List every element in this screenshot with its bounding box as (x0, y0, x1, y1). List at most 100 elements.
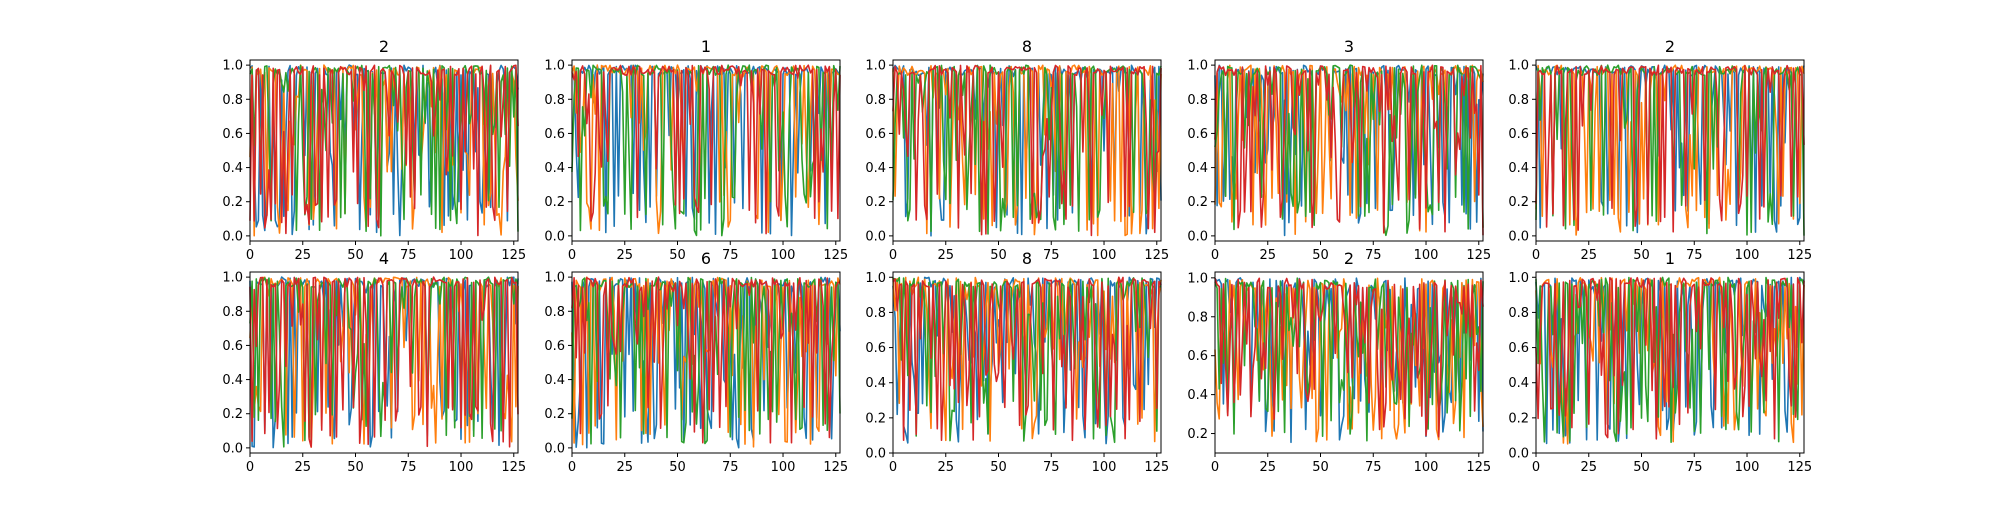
y-tick-label: 1.0 (865, 271, 886, 286)
x-tick-label: 100 (1092, 460, 1117, 475)
series-line-4 (892, 64, 1162, 237)
x-tick-label: 125 (823, 460, 848, 475)
x-tick-label: 125 (823, 248, 848, 263)
axes-frame (892, 271, 1162, 454)
x-tick-label: 75 (722, 460, 739, 475)
x-tick-label: 25 (1259, 460, 1276, 475)
y-tick-label: 0.2 (1187, 195, 1208, 210)
x-tick-label: 0 (889, 248, 897, 263)
x-tick-label: 125 (1466, 460, 1491, 475)
x-tick-label: 125 (1787, 248, 1812, 263)
x-tick-label: 25 (937, 248, 954, 263)
y-tick-label: 1.0 (1508, 271, 1529, 286)
subplot-title: 2 (1665, 37, 1675, 56)
x-tick-label: 50 (347, 460, 364, 475)
x-tick-label: 25 (1259, 248, 1276, 263)
y-tick-label: 0.4 (544, 373, 565, 388)
x-tick-label: 50 (347, 248, 364, 263)
series-line-4 (249, 276, 519, 448)
series-line-3 (892, 276, 1162, 444)
y-tick-label: 0.0 (865, 229, 886, 244)
x-tick-label: 75 (1686, 460, 1703, 475)
x-tick-label: 75 (400, 248, 417, 263)
series-line-4 (1535, 64, 1805, 233)
series-line-3 (249, 64, 519, 237)
y-tick-label: 0.2 (222, 407, 243, 422)
subplot-1: 2 0.0 0.2 0.4 0.6 0.8 1.0 0 25 50 75 100 125 (222, 37, 526, 263)
series-line-4 (892, 276, 1162, 442)
x-tick-label: 75 (400, 460, 417, 475)
y-tick-label: 0.8 (865, 93, 886, 108)
y-tick-label: 0.8 (865, 306, 886, 321)
subplot-title: 2 (379, 37, 389, 56)
y-tick-label: 0.0 (1187, 229, 1208, 244)
x-tick-label: 100 (1735, 248, 1760, 263)
y-tick-label: 1.0 (1187, 59, 1208, 74)
subplot-10: 10.00.20.40.60.81.00 25 50 75 100 125 (1508, 249, 1812, 475)
y-tick-label: 0.8 (1187, 93, 1208, 108)
y-tick-label: 1.0 (1187, 271, 1208, 286)
axes-frame (1535, 59, 1805, 242)
y-tick-label: 0.4 (1187, 388, 1208, 403)
subplot-6: 40.00.20.40.60.81.00 25 50 75 100 125 (222, 249, 526, 475)
x-tick-label: 100 (771, 460, 796, 475)
subplot-4: 3 0.0 0.2 0.4 0.6 0.8 1.0 0 25 50 75 100 125 (1187, 37, 1491, 263)
x-tick-label: 0 (1211, 248, 1219, 263)
y-tick-label: 0.0 (544, 229, 565, 244)
axes-frame (249, 59, 519, 242)
y-tick-label: 0.4 (1187, 161, 1208, 176)
x-tick-label: 0 (568, 248, 576, 263)
subplot-2: 1 0.0 0.2 0.4 0.6 0.8 1.0 0 25 50 75 100 125 (544, 37, 848, 263)
x-tick-label: 100 (1092, 248, 1117, 263)
y-tick-label: 0.6 (544, 127, 565, 142)
x-tick-label: 25 (616, 248, 633, 263)
x-tick-label: 0 (1532, 460, 1540, 475)
y-tick-label: 0.2 (865, 411, 886, 426)
axes-frame (249, 271, 519, 454)
y-tick-label: 0.2 (1508, 195, 1529, 210)
subplot-title: 6 (701, 249, 711, 268)
series-line-2 (571, 64, 841, 235)
x-tick-label: 75 (1365, 460, 1382, 475)
y-tick-label: 0.8 (1508, 93, 1529, 108)
x-tick-label: 0 (889, 460, 897, 475)
x-tick-label: 25 (1580, 248, 1597, 263)
x-tick-label: 25 (294, 248, 311, 263)
y-tick-label: 0.8 (1508, 306, 1529, 321)
y-tick-label: 0.2 (1187, 427, 1208, 442)
y-tick-label: 0.6 (222, 339, 243, 354)
y-tick-label: 0.6 (222, 127, 243, 142)
x-tick-label: 125 (1787, 460, 1812, 475)
y-tick-label: 0.8 (222, 93, 243, 108)
x-tick-label: 50 (669, 248, 686, 263)
x-tick-label: 75 (1686, 248, 1703, 263)
y-tick-label: 0.8 (1187, 310, 1208, 325)
y-tick-label: 0.2 (865, 195, 886, 210)
axes-frame (892, 59, 1162, 242)
y-tick-label: 0.2 (544, 407, 565, 422)
x-tick-label: 0 (568, 460, 576, 475)
y-tick-label: 1.0 (1508, 59, 1529, 74)
y-tick-label: 0.6 (865, 341, 886, 356)
x-tick-label: 50 (990, 460, 1007, 475)
subplot-title: 3 (1344, 37, 1354, 56)
x-tick-label: 0 (246, 248, 254, 263)
subplot-title: 2 (1344, 249, 1354, 268)
y-tick-label: 0.2 (544, 195, 565, 210)
y-tick-label: 0.4 (1508, 161, 1529, 176)
x-tick-label: 125 (1144, 460, 1169, 475)
x-tick-label: 25 (1580, 460, 1597, 475)
subplot-title: 8 (1022, 37, 1032, 56)
y-tick-label: 0.6 (544, 339, 565, 354)
series-line-4 (571, 276, 841, 444)
x-tick-label: 100 (771, 248, 796, 263)
x-tick-label: 50 (1633, 460, 1650, 475)
y-tick-label: 0.8 (544, 305, 565, 320)
y-tick-label: 0.4 (544, 161, 565, 176)
series-line-2 (892, 64, 1162, 237)
axes-frame (571, 59, 841, 242)
y-tick-label: 0.6 (1508, 341, 1529, 356)
x-tick-label: 100 (1414, 460, 1439, 475)
subplot-9: 20.20.40.60.81.00 25 50 75 100 125 (1187, 249, 1491, 475)
